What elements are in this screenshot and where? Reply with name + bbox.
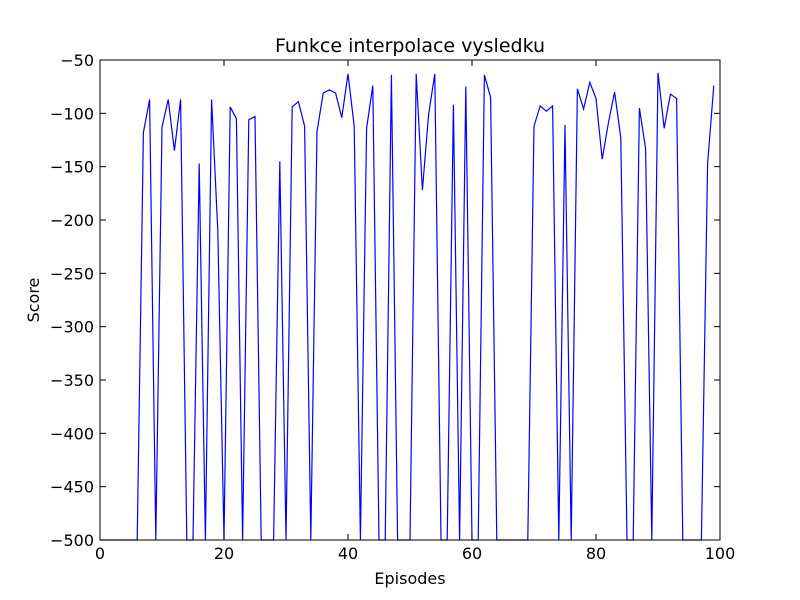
x-axis: 0 20 40 60 80 100 [95, 60, 735, 563]
y-tick-label: −500 [50, 531, 94, 550]
y-tick-label: −150 [50, 158, 94, 177]
y-tick-label: −100 [50, 104, 94, 123]
y-tick-label: −400 [50, 424, 94, 443]
y-tick-label: −350 [50, 371, 94, 390]
y-axis-label: Score [24, 278, 43, 323]
x-tick-label: 40 [338, 544, 358, 563]
y-axis: −500 −450 −400 −350 −300 −250 −200 −150 −100 −50 [50, 51, 720, 550]
x-tick-label: 20 [214, 544, 234, 563]
y-tick-label: −200 [50, 211, 94, 230]
chart-title: Funkce interpolace vysledku [275, 35, 545, 57]
y-tick-label: −50 [60, 51, 94, 70]
x-tick-label: 60 [462, 544, 482, 563]
y-tick-label: −250 [50, 264, 94, 283]
y-tick-label: −300 [50, 318, 94, 337]
x-axis-label: Episodes [374, 569, 445, 588]
plot-area [99, 59, 721, 541]
y-tick-label: −450 [50, 478, 94, 497]
x-tick-label: 80 [586, 544, 606, 563]
x-tick-label: 100 [705, 544, 736, 563]
axes-frame [99, 59, 721, 541]
x-tick-label: 0 [95, 544, 105, 563]
